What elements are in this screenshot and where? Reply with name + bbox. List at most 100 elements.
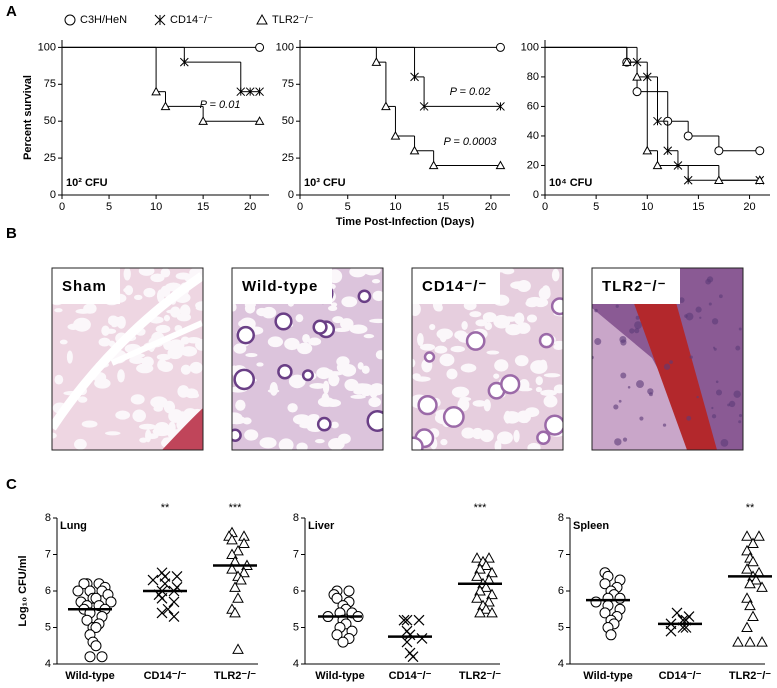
cell [685, 312, 694, 321]
alveolus [284, 337, 300, 351]
marker-triangle [744, 636, 756, 647]
alveolus [267, 336, 284, 348]
x-tick-label: 15 [197, 201, 209, 213]
alveolus [123, 268, 131, 281]
alveolus [54, 308, 63, 313]
marker-triangle [747, 537, 759, 549]
alveolus [539, 359, 548, 370]
alveolus [357, 362, 364, 370]
marker-cross [413, 614, 425, 626]
alveolus [309, 382, 327, 389]
alveolus [538, 287, 551, 300]
alveolus [297, 342, 313, 355]
alveolus [117, 369, 125, 383]
alveolus [553, 343, 563, 351]
marker-triangle [741, 592, 753, 603]
alveolus [513, 429, 520, 443]
marker-triangle [642, 145, 653, 155]
alveolus [150, 273, 165, 283]
alveolus [166, 309, 184, 314]
marker-triangle [741, 621, 753, 632]
bronchiole [312, 319, 328, 335]
airway [110, 320, 203, 366]
bronchiole [301, 369, 314, 382]
y-axis-label: Log₁₀ CFU/ml [17, 555, 29, 626]
alveolus [475, 319, 488, 327]
cell [594, 338, 602, 346]
marker-circle [84, 651, 96, 663]
alveolus [460, 363, 477, 373]
bronchiole [538, 332, 555, 349]
alveolus [328, 373, 340, 387]
bronchiole [357, 289, 372, 304]
x-tick-label: TLR2⁻/⁻ [459, 670, 501, 682]
alveolus [278, 438, 294, 450]
marker-cross [168, 611, 180, 622]
alveolus [111, 323, 118, 328]
marker-star [245, 87, 255, 97]
alveolus [372, 290, 383, 302]
marker-triangle [238, 566, 250, 578]
alveolus [344, 378, 359, 391]
cell [720, 438, 729, 447]
alveolus [153, 405, 163, 412]
alveolus [553, 384, 563, 394]
alveolus [514, 312, 525, 325]
x-tick-label: 15 [692, 201, 704, 213]
marker-circle [337, 636, 349, 648]
alveolus [517, 387, 533, 392]
marker-triangle [483, 595, 495, 607]
marker-circle [72, 585, 84, 597]
y-tick-label: 50 [282, 115, 294, 127]
cell [696, 395, 699, 399]
marker-triangle [226, 533, 238, 545]
alveolus [115, 410, 131, 420]
alveolus [494, 359, 509, 372]
cell [699, 316, 702, 319]
marker-triangle [232, 643, 244, 654]
y-tick-label: 5 [558, 621, 564, 633]
cell [618, 399, 622, 403]
alveolus [461, 427, 475, 439]
marker-triangle [229, 606, 241, 618]
x-tick-label: TLR2⁻/⁻ [214, 670, 256, 682]
cell [635, 315, 640, 320]
alveolus [330, 421, 339, 429]
alveolus [514, 355, 529, 367]
alveolus [244, 303, 256, 314]
marker-triangle [480, 581, 492, 592]
alveolus [123, 287, 131, 293]
alveolus [259, 437, 277, 449]
marker-circle [343, 585, 355, 597]
x-tick-label: 20 [244, 201, 256, 213]
cell [711, 318, 719, 325]
marker-triangle [747, 610, 759, 622]
cell [620, 339, 627, 346]
marker-triangle [409, 145, 420, 155]
marker-circle [714, 146, 724, 156]
alveolus [232, 365, 238, 375]
cell [647, 388, 654, 395]
alveolus [350, 394, 366, 399]
dose-label: 10⁴ CFU [549, 177, 592, 189]
marker-cross [171, 570, 183, 582]
alveolus [256, 362, 264, 367]
y-tick-label: 0 [288, 189, 294, 201]
marker-cross [401, 636, 413, 648]
alveolus [363, 268, 381, 276]
alveolus [369, 318, 383, 324]
marker-triangle [756, 636, 768, 647]
p-value: P = 0.02 [450, 86, 491, 98]
y-tick-label: 7 [293, 548, 299, 560]
panel-label: A [6, 3, 17, 20]
alveolus [526, 296, 544, 306]
alveolus [52, 432, 57, 439]
alveolus [136, 363, 154, 374]
y-tick-label: 7 [558, 548, 564, 560]
alveolus [168, 409, 184, 423]
marker-triangle [471, 592, 483, 603]
marker-circle [81, 614, 93, 626]
cell [715, 380, 719, 384]
x-axis-label: Time Post-Infection (Days) [336, 216, 475, 228]
alveolus [308, 337, 322, 346]
